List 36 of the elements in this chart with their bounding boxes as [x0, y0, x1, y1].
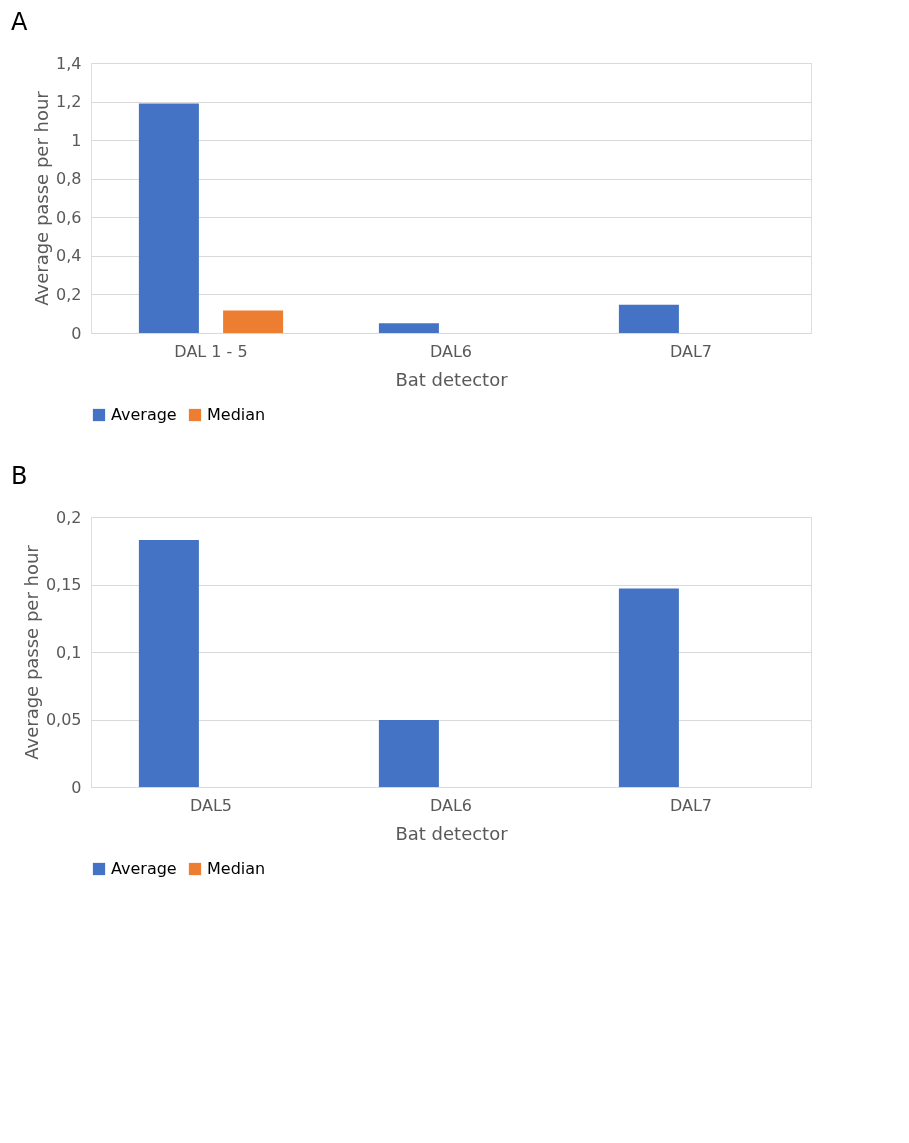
bar	[618, 588, 679, 787]
legend-label: Median	[207, 405, 266, 424]
chart-title: B	[11, 462, 28, 490]
y-tick-label: 0,2	[56, 507, 82, 527]
x-tick-label: DAL7	[669, 341, 713, 361]
y-tick-label: 0,1	[56, 642, 82, 662]
x-tick-label: DAL6	[429, 341, 473, 361]
bar	[138, 539, 199, 787]
y-axis-title: Average passe per hour	[20, 544, 42, 760]
legend-label: Average	[111, 405, 177, 424]
y-tick-label: 0,05	[45, 710, 82, 729]
x-tick-label: DAL7	[669, 795, 713, 815]
y-tick-label: 1,4	[56, 53, 82, 73]
bar	[223, 310, 284, 333]
chart-title: A	[11, 8, 28, 36]
bar	[618, 304, 679, 333]
y-tick-label: 1,2	[56, 92, 82, 112]
y-tick-label: 0,2	[56, 284, 82, 304]
x-axis-title: Bat detector	[395, 368, 509, 390]
x-axis-title: Bat detector	[395, 822, 509, 844]
bar	[138, 103, 199, 333]
x-tick-label: DAL6	[429, 795, 473, 815]
x-tick-label: DAL 1 - 5	[174, 341, 248, 361]
y-tick-label: 0,4	[56, 246, 82, 266]
y-tick-label: 0	[71, 323, 82, 343]
y-tick-label: 0,8	[56, 169, 82, 189]
bar	[378, 719, 439, 787]
bar	[378, 323, 439, 333]
y-axis-title: Average passe per hour	[31, 90, 53, 306]
y-tick-label: 0	[71, 777, 82, 797]
legend-label: Average	[111, 859, 177, 878]
x-tick-label: DAL5	[189, 795, 233, 815]
y-tick-label: 0,6	[56, 207, 82, 227]
legend-label: Median	[207, 859, 266, 878]
y-tick-label: 0,15	[45, 575, 82, 594]
y-tick-label: 1	[71, 130, 82, 150]
